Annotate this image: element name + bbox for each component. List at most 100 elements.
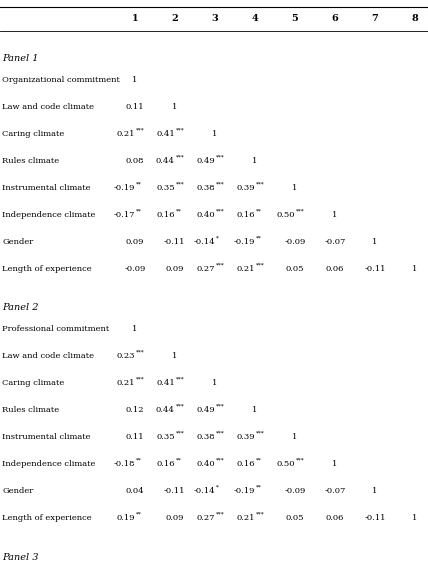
Text: **: ** — [176, 458, 182, 463]
Text: ***: *** — [176, 155, 185, 160]
Text: ***: *** — [216, 263, 225, 268]
Text: 0.39: 0.39 — [236, 184, 255, 192]
Text: **: ** — [256, 236, 262, 241]
Text: ***: *** — [216, 209, 225, 214]
Text: Caring climate: Caring climate — [2, 379, 64, 387]
Text: 0.16: 0.16 — [236, 211, 255, 219]
Text: 1: 1 — [212, 379, 217, 387]
Text: 0.41: 0.41 — [156, 379, 175, 387]
Text: *: * — [216, 236, 219, 241]
Text: Gender: Gender — [2, 487, 33, 495]
Text: ***: *** — [256, 182, 265, 187]
Text: Caring climate: Caring climate — [2, 130, 64, 138]
Text: ***: *** — [136, 128, 145, 133]
Text: ***: *** — [256, 512, 265, 517]
Text: ***: *** — [136, 350, 145, 355]
Text: 1: 1 — [132, 325, 137, 333]
Text: -0.07: -0.07 — [324, 487, 345, 495]
Text: -0.09: -0.09 — [284, 487, 306, 495]
Text: -0.09: -0.09 — [124, 265, 146, 273]
Text: 0.38: 0.38 — [196, 184, 215, 192]
Text: Panel 2: Panel 2 — [2, 304, 39, 312]
Text: -0.17: -0.17 — [113, 211, 135, 219]
Text: ***: *** — [176, 431, 185, 436]
Text: Instrumental climate: Instrumental climate — [2, 184, 91, 192]
Text: 0.05: 0.05 — [285, 514, 304, 522]
Text: 1: 1 — [332, 460, 338, 468]
Text: -0.18: -0.18 — [113, 460, 135, 468]
Text: 0.49: 0.49 — [196, 406, 215, 414]
Text: Panel 3: Panel 3 — [2, 553, 39, 561]
Text: -0.11: -0.11 — [164, 487, 186, 495]
Text: **: ** — [256, 209, 262, 214]
Text: 3: 3 — [211, 14, 218, 23]
Text: Organizational commitment: Organizational commitment — [2, 76, 120, 84]
Text: ***: *** — [216, 404, 225, 409]
Text: -0.07: -0.07 — [324, 238, 345, 246]
Text: 1: 1 — [292, 433, 297, 441]
Text: 6: 6 — [332, 14, 338, 23]
Text: 0.09: 0.09 — [125, 238, 144, 246]
Text: Length of experience: Length of experience — [2, 514, 92, 522]
Text: 1: 1 — [372, 487, 377, 495]
Text: 0.16: 0.16 — [236, 460, 255, 468]
Text: 1: 1 — [172, 103, 178, 111]
Text: 1: 1 — [292, 184, 297, 192]
Text: 0.27: 0.27 — [196, 265, 215, 273]
Text: Length of experience: Length of experience — [2, 265, 92, 273]
Text: 1: 1 — [131, 14, 138, 23]
Text: **: ** — [136, 209, 142, 214]
Text: 1: 1 — [412, 514, 418, 522]
Text: ***: *** — [296, 209, 305, 214]
Text: 0.35: 0.35 — [156, 433, 175, 441]
Text: -0.11: -0.11 — [364, 514, 386, 522]
Text: ***: *** — [136, 377, 145, 382]
Text: 0.09: 0.09 — [166, 514, 184, 522]
Text: ***: *** — [296, 458, 305, 463]
Text: -0.14: -0.14 — [193, 487, 215, 495]
Text: 0.11: 0.11 — [125, 433, 144, 441]
Text: -0.09: -0.09 — [284, 238, 306, 246]
Text: Panel 1: Panel 1 — [2, 54, 39, 63]
Text: **: ** — [136, 182, 142, 187]
Text: 1: 1 — [252, 406, 258, 414]
Text: 1: 1 — [412, 265, 418, 273]
Text: 0.12: 0.12 — [125, 406, 144, 414]
Text: 0.39: 0.39 — [236, 433, 255, 441]
Text: **: ** — [256, 485, 262, 490]
Text: 4: 4 — [252, 14, 258, 23]
Text: **: ** — [136, 458, 142, 463]
Text: 0.50: 0.50 — [276, 211, 295, 219]
Text: 1: 1 — [132, 76, 137, 84]
Text: 2: 2 — [172, 14, 178, 23]
Text: 0.16: 0.16 — [156, 211, 175, 219]
Text: 0.40: 0.40 — [196, 460, 215, 468]
Text: -0.19: -0.19 — [233, 487, 255, 495]
Text: 0.06: 0.06 — [326, 265, 344, 273]
Text: 0.09: 0.09 — [166, 265, 184, 273]
Text: -0.19: -0.19 — [233, 238, 255, 246]
Text: ***: *** — [176, 182, 185, 187]
Text: 7: 7 — [372, 14, 378, 23]
Text: ***: *** — [256, 431, 265, 436]
Text: Independence climate: Independence climate — [2, 211, 95, 219]
Text: Law and code climate: Law and code climate — [2, 103, 94, 111]
Text: **: ** — [136, 512, 142, 517]
Text: **: ** — [176, 209, 182, 214]
Text: 0.44: 0.44 — [156, 157, 175, 165]
Text: -0.11: -0.11 — [364, 265, 386, 273]
Text: Law and code climate: Law and code climate — [2, 352, 94, 360]
Text: ***: *** — [216, 458, 225, 463]
Text: Rules climate: Rules climate — [2, 406, 59, 414]
Text: *: * — [216, 485, 219, 490]
Text: Gender: Gender — [2, 238, 33, 246]
Text: 8: 8 — [412, 14, 418, 23]
Text: ***: *** — [176, 377, 185, 382]
Text: 1: 1 — [332, 211, 338, 219]
Text: ***: *** — [216, 512, 225, 517]
Text: 1: 1 — [172, 352, 178, 360]
Text: 0.06: 0.06 — [326, 514, 344, 522]
Text: ***: *** — [216, 182, 225, 187]
Text: 0.50: 0.50 — [276, 460, 295, 468]
Text: 0.04: 0.04 — [125, 487, 144, 495]
